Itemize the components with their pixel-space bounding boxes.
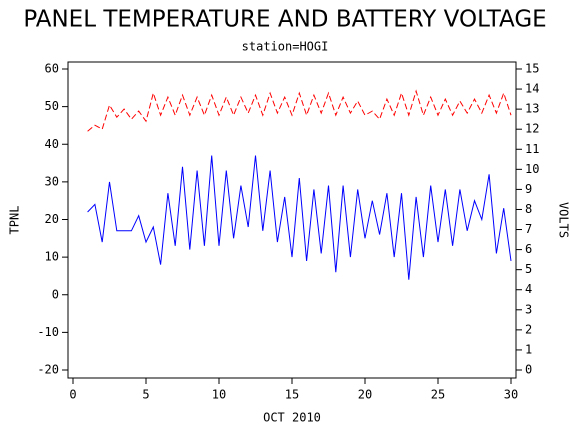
series-line	[87, 155, 512, 280]
x-tick-label: 0	[69, 388, 76, 402]
y2-tick-label: 2	[525, 322, 532, 336]
x-tick-label: 15	[285, 388, 299, 402]
x-tick-label: 30	[504, 388, 518, 402]
y-tick-label: 40	[45, 137, 59, 151]
y2-axis-label: VOLTS	[557, 202, 570, 238]
y2-tick-label: 3	[525, 302, 532, 316]
y-tick-label: 0	[52, 287, 59, 301]
y2-tick-label: 8	[525, 202, 532, 216]
y2-tick-label: 9	[525, 182, 532, 196]
chart-subtitle: station=HOGI	[242, 40, 329, 54]
y2-tick-label: 11	[525, 142, 539, 156]
x-tick-label: 25	[431, 388, 445, 402]
y2-tick-label: 5	[525, 262, 532, 276]
y2-tick-label: 14	[525, 82, 539, 96]
y2-tick-label: 13	[525, 102, 539, 116]
chart-title: PANEL TEMPERATURE AND BATTERY VOLTAGE	[23, 7, 546, 33]
x-axis-label: OCT 2010	[263, 411, 321, 425]
y-tick-label: 50	[45, 99, 59, 113]
y-tick-label: -20	[37, 363, 59, 377]
y2-tick-label: 7	[525, 222, 532, 236]
y2-tick-label: 1	[525, 342, 532, 356]
x-tick-label: 5	[142, 388, 149, 402]
y2-tick-label: 12	[525, 122, 539, 136]
series-line	[87, 89, 512, 132]
y-tick-label: 20	[45, 212, 59, 226]
y2-tick-label: 10	[525, 162, 539, 176]
y2-tick-label: 6	[525, 242, 532, 256]
y-tick-label: 10	[45, 250, 59, 264]
x-tick-label: 20	[358, 388, 372, 402]
y-axis-label: TPNL	[8, 206, 22, 235]
y2-tick-label: 15	[525, 62, 539, 76]
y2-tick-label: 0	[525, 363, 532, 377]
y-tick-label: -10	[37, 325, 59, 339]
y-tick-label: 60	[45, 62, 59, 76]
y2-tick-label: 4	[525, 282, 532, 296]
x-tick-label: 10	[212, 388, 226, 402]
y-tick-label: 30	[45, 174, 59, 188]
